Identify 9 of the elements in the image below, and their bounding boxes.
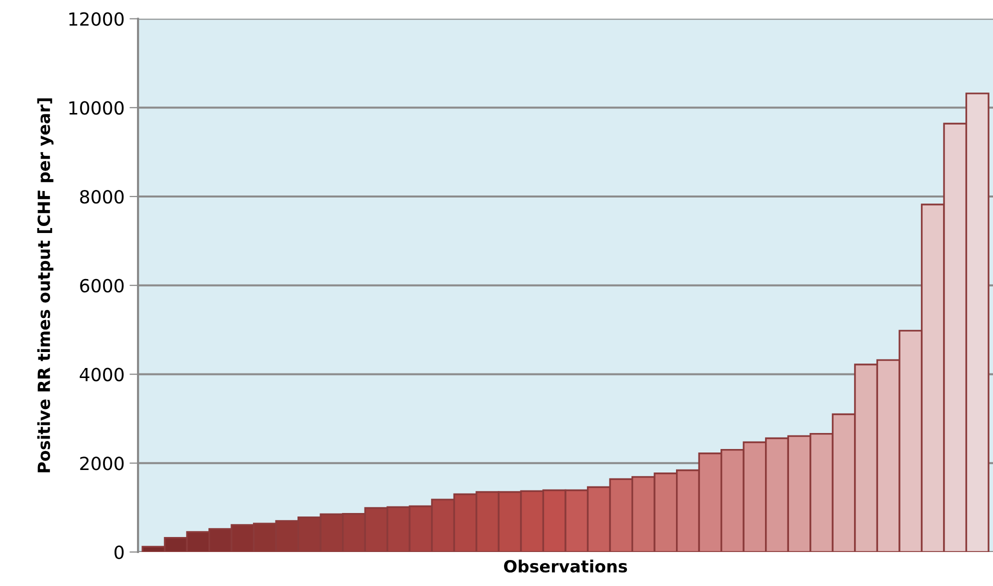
y-tick-label: 2000	[80, 456, 124, 470]
y-axis-title: Positive RR times output [CHF per year]	[37, 98, 54, 472]
y-tick-label: 0	[114, 545, 124, 560]
y-tick-label: 12000	[69, 12, 124, 26]
y-tick-label: 8000	[80, 190, 124, 204]
y-tick-label: 10000	[69, 101, 124, 115]
y-tick-label: 4000	[80, 368, 124, 382]
x-axis-title: Observations	[504, 560, 628, 573]
y-tick-label: 6000	[80, 278, 124, 292]
